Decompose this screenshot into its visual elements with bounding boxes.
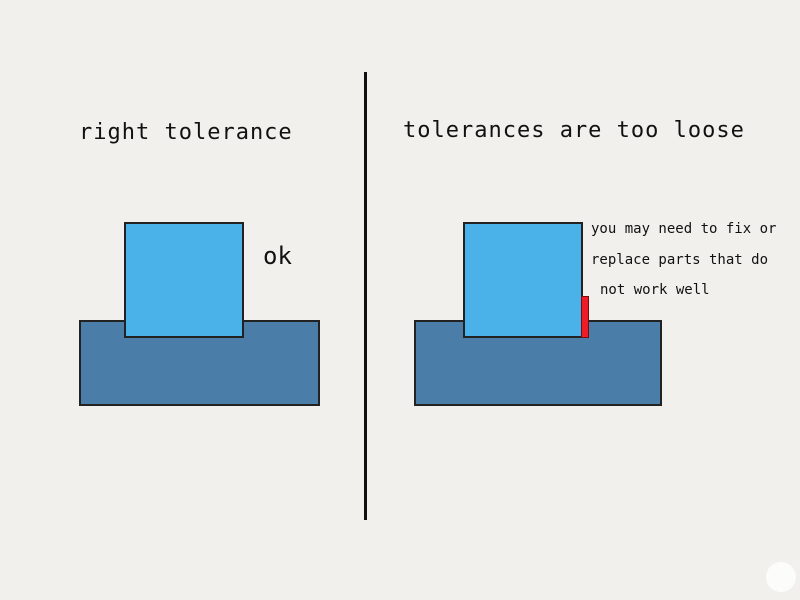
ok-label: ok xyxy=(263,242,292,270)
left-panel-title: right tolerance xyxy=(79,120,293,145)
note-line-3: not work well xyxy=(600,282,710,298)
right-panel-title: tolerances are too loose xyxy=(403,118,745,143)
right-loose-part xyxy=(463,222,583,338)
gap-highlight xyxy=(581,296,589,338)
left-fitted-part xyxy=(124,222,244,338)
note-line-2: replace parts that do xyxy=(591,252,769,268)
center-divider xyxy=(364,72,367,520)
note-line-1: you may need to fix or xyxy=(591,221,777,237)
watermark-logo xyxy=(766,562,796,592)
